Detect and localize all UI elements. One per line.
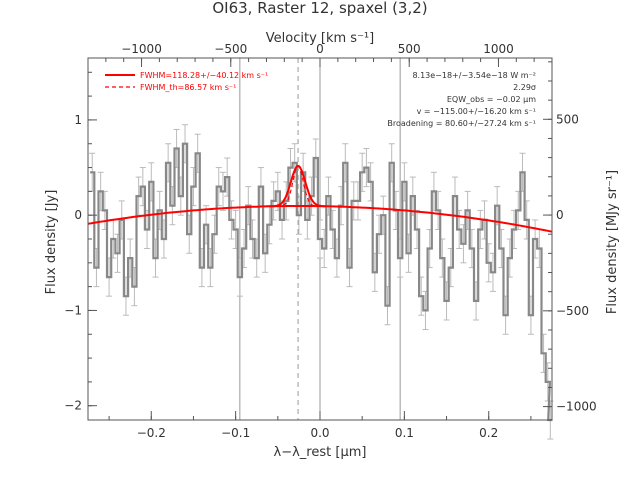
legend-entry-fwhm-th: FWHM_th=86.57 km s⁻¹	[140, 83, 236, 92]
right-tick-label: −1000	[556, 400, 597, 414]
thermal-fit-line	[269, 165, 327, 207]
annotation-velocity: v = −115.00+/−16.20 km s⁻¹	[417, 107, 536, 116]
annotation-flux: 8.13e−18+/−3.54e−18 W m⁻²	[412, 71, 536, 80]
y-tick-label: −2	[64, 399, 82, 413]
y-tick-label: 0	[74, 208, 82, 222]
x-axis-label: λ−λ_rest [μm]	[274, 445, 367, 460]
top-tick-label: −500	[214, 42, 247, 56]
chart-title: OI63, Raster 12, spaxel (3,2)	[212, 0, 427, 17]
top-axis-label: Velocity [km s⁻¹]	[266, 31, 374, 46]
top-tick-label: −1000	[121, 42, 162, 56]
annotation-broadening: Broadening = 80.60+/−27.24 km s⁻¹	[387, 119, 536, 128]
top-tick-label: 500	[398, 42, 421, 56]
y-tick-label: −1	[64, 303, 82, 317]
top-tick-label: 1000	[483, 42, 514, 56]
right-axis-label: Flux density [MJy sr⁻¹]	[605, 170, 620, 314]
x-tick-label: −0.2	[137, 426, 166, 440]
top-tick-label: 0	[316, 42, 324, 56]
fit-annotations: 8.13e−18+/−3.54e−18 W m⁻² 2.29σ EQW_obs …	[387, 71, 536, 128]
y-axis-label: Flux density [Jy]	[44, 190, 59, 295]
right-tick-label: 0	[556, 208, 564, 222]
annotation-sigma: 2.29σ	[513, 83, 536, 92]
y-tick-label: 1	[74, 113, 82, 127]
legend-entry-fwhm: FWHM=118.28+/−40.12 km s⁻¹	[140, 71, 268, 80]
x-tick-label: 0.2	[479, 426, 498, 440]
axes: −0.2 −0.1 0.0 0.1 0.2 −1000 −500 0 500 1000 −2 −1 0 1…	[64, 42, 596, 440]
x-tick-label: 0.1	[395, 426, 414, 440]
legend: FWHM=118.28+/−40.12 km s⁻¹ FWHM_th=86.57…	[105, 71, 268, 92]
right-tick-label: −500	[556, 304, 589, 318]
annotation-eqw: EQW_obs = −0.02 μm	[447, 95, 536, 104]
right-tick-label: 500	[556, 112, 579, 126]
x-tick-label: 0.0	[310, 426, 329, 440]
spectrum-line	[90, 142, 553, 422]
x-tick-label: −0.1	[221, 426, 250, 440]
